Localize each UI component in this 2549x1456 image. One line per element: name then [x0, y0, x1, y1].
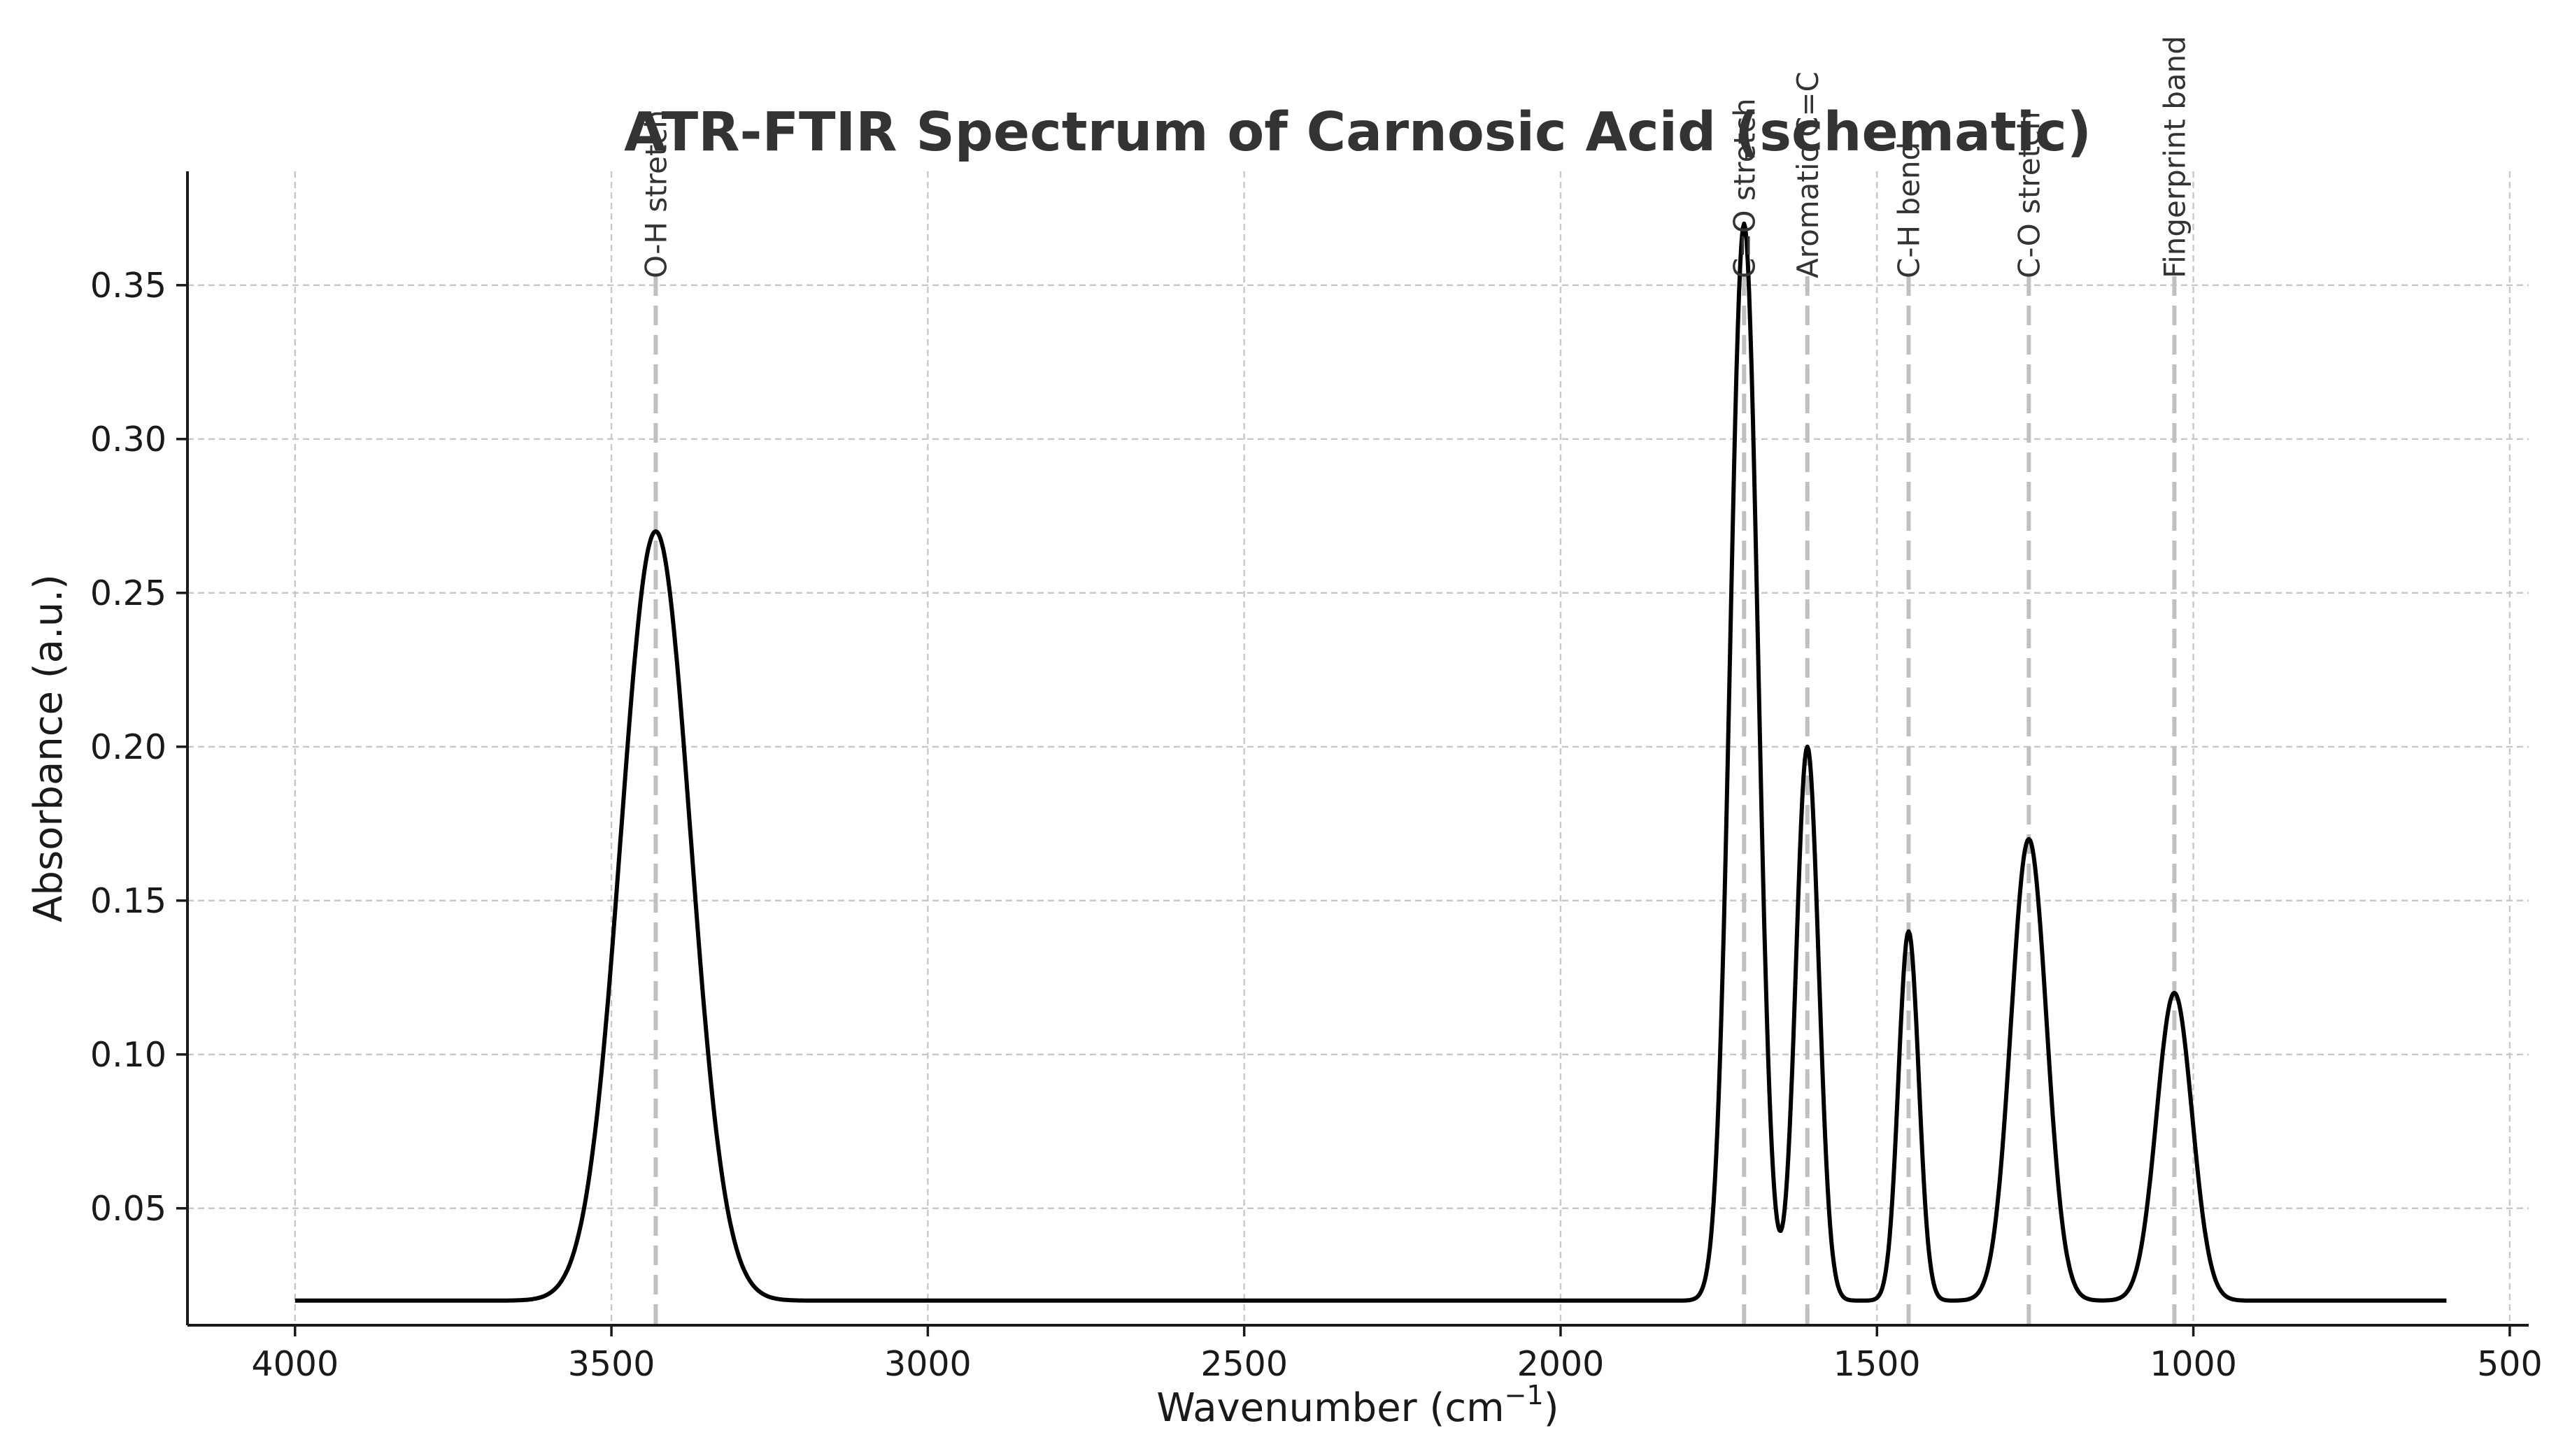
- x-tick-label: 1500: [1833, 1344, 1921, 1384]
- x-tick-label: 500: [2477, 1344, 2543, 1384]
- y-tick-label: 0.05: [90, 1189, 166, 1229]
- y-axis-label: Absorbance (a.u.): [26, 574, 71, 922]
- x-axis-label: Wavenumber (cm−1): [1156, 1380, 1558, 1431]
- x-tick-label: 4000: [251, 1344, 339, 1384]
- y-tick-label: 0.35: [90, 266, 166, 306]
- ticks: 4000 3500 3000 2500 2000 1500 1000 500 0.05 0.10 0…: [90, 266, 2543, 1384]
- peak-labels: O-H stretch C=O stretch Aromatic C=C C-H be…: [639, 36, 2192, 278]
- x-axis-label-suffix: ): [1544, 1385, 1559, 1431]
- x-axis-label-main: Wavenumber (cm: [1156, 1385, 1504, 1431]
- peak-label: C-H bend: [1891, 142, 1926, 278]
- peak-label: C=O stretch: [1727, 98, 1761, 278]
- x-tick-label: 2000: [1517, 1344, 1605, 1384]
- x-tick-label: 3000: [884, 1344, 972, 1384]
- y-tick-label: 0.20: [90, 727, 166, 767]
- axes: [186, 171, 2529, 1327]
- peak-label: C-O stretch: [2012, 111, 2046, 278]
- y-tick-label: 0.10: [90, 1035, 166, 1075]
- peak-label: O-H stretch: [639, 110, 673, 278]
- peak-label: Fingerprint band: [2157, 36, 2192, 278]
- x-axis-label-superscript: −1: [1505, 1380, 1544, 1411]
- grid-lines: [187, 171, 2529, 1325]
- y-tick-label: 0.15: [90, 881, 166, 921]
- y-tick-label: 0.30: [90, 420, 166, 459]
- spectrum-line: [294, 221, 2448, 1303]
- x-tick-label: 1000: [2150, 1344, 2237, 1384]
- y-tick-label: 0.25: [90, 573, 166, 613]
- x-tick-label: 3500: [568, 1344, 655, 1384]
- x-tick-label: 2500: [1200, 1344, 1288, 1384]
- peak-label: Aromatic C=C: [1791, 71, 1825, 278]
- chart-title: ATR-FTIR Spectrum of Carnosic Acid (sche…: [624, 101, 2092, 164]
